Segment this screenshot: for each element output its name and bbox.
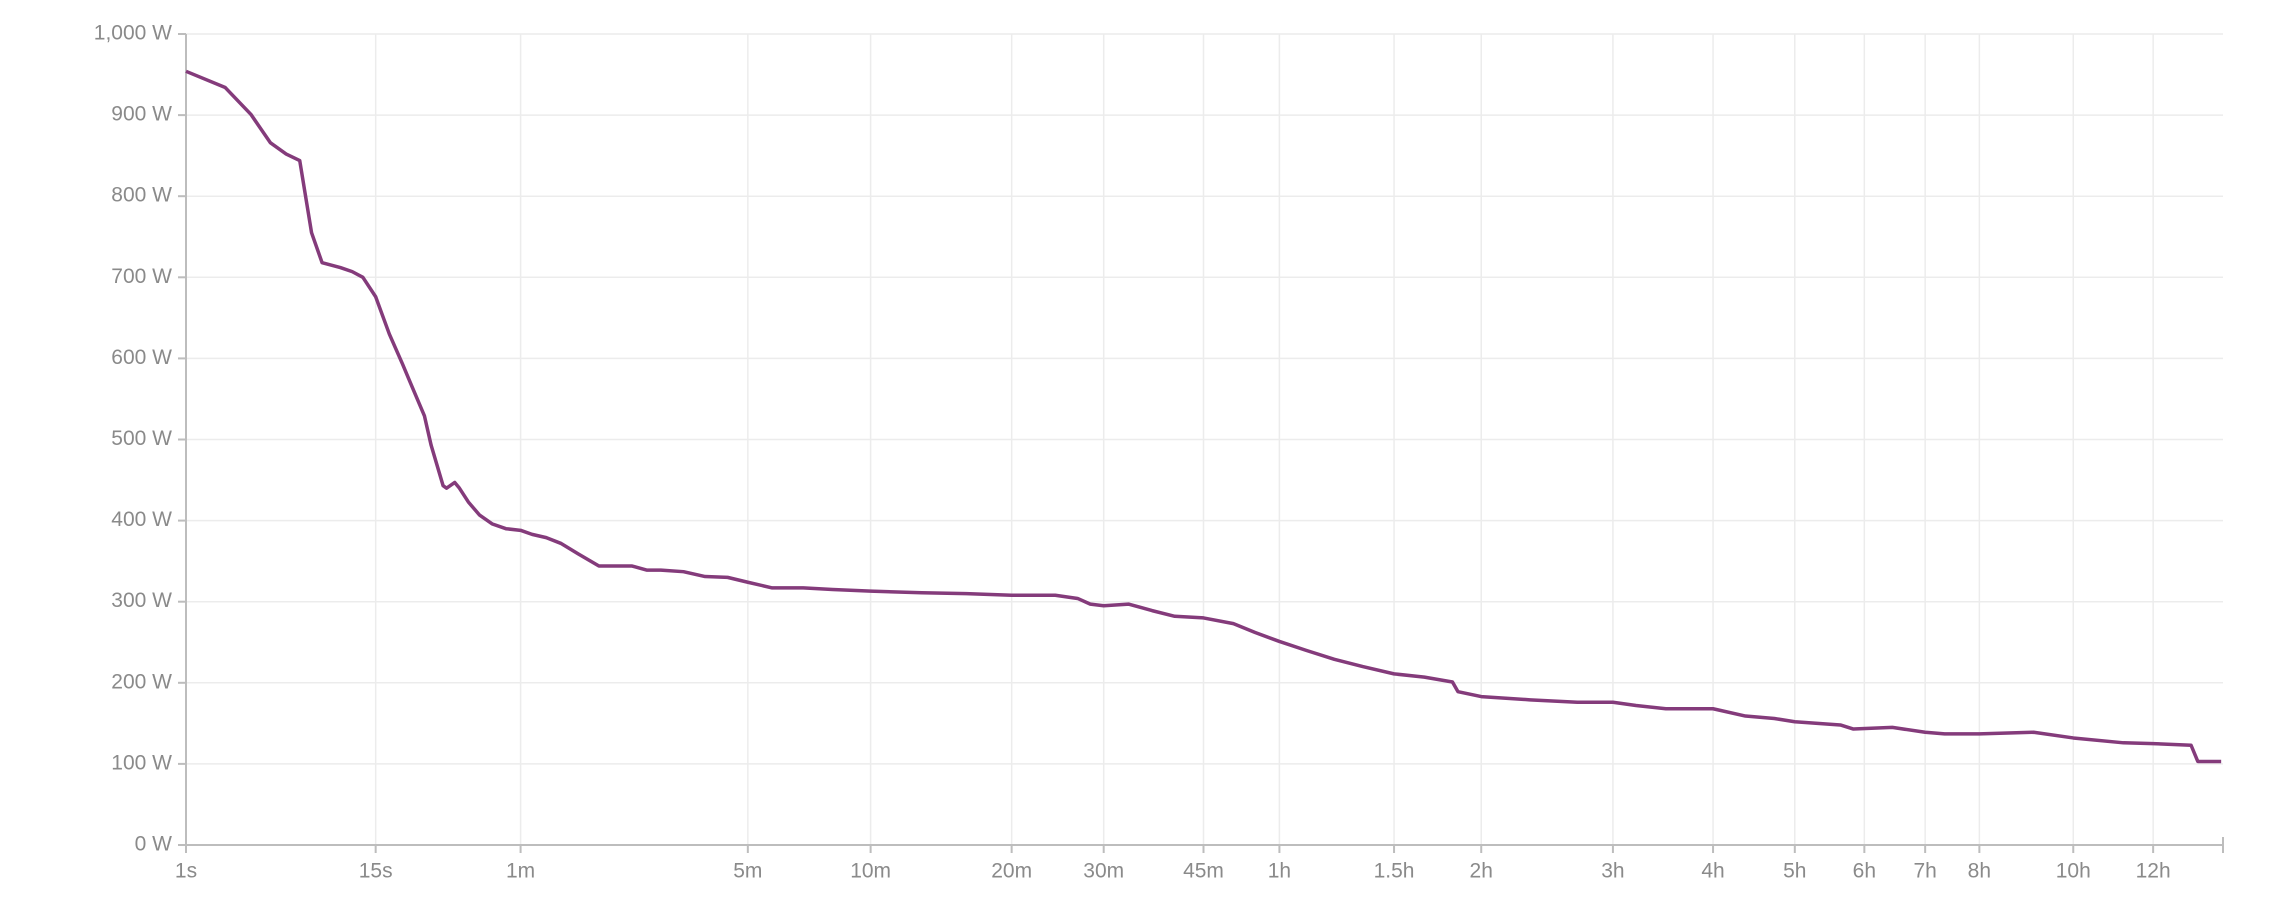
x-tick-label: 5h xyxy=(1783,860,1806,883)
x-tick-label: 30m xyxy=(1083,860,1124,883)
x-tick-label: 4h xyxy=(1701,860,1724,883)
x-tick-label: 15s xyxy=(359,860,393,883)
y-tick-label: 1,000 W xyxy=(94,22,172,45)
x-tick-label: 8h xyxy=(1968,860,1991,883)
y-tick-label: 300 W xyxy=(111,589,172,612)
y-tick-label: 900 W xyxy=(111,103,172,126)
x-tick-label: 20m xyxy=(991,860,1032,883)
x-tick-label: 7h xyxy=(1913,860,1936,883)
y-tick-label: 200 W xyxy=(111,670,172,693)
y-tick-label: 0 W xyxy=(135,833,173,856)
x-tick-label: 5m xyxy=(733,860,762,883)
y-tick-label: 700 W xyxy=(111,265,172,288)
y-tick-label: 100 W xyxy=(111,751,172,774)
x-tick-label: 10m xyxy=(850,860,891,883)
x-tick-label: 2h xyxy=(1470,860,1493,883)
y-tick-label: 800 W xyxy=(111,184,172,207)
x-tick-label: 10h xyxy=(2056,860,2091,883)
x-tick-label: 6h xyxy=(1853,860,1876,883)
x-tick-label: 3h xyxy=(1601,860,1624,883)
power-curve xyxy=(185,69,2222,764)
x-tick-label: 45m xyxy=(1183,860,1224,883)
y-tick-label: 600 W xyxy=(111,346,172,369)
y-tick-label: 400 W xyxy=(111,508,172,531)
y-tick-label: 500 W xyxy=(111,427,172,450)
x-tick-label: 1s xyxy=(175,860,197,883)
x-tick-label: 1h xyxy=(1268,860,1291,883)
x-tick-label: 1.5h xyxy=(1374,860,1415,883)
x-tick-label: 1m xyxy=(506,860,535,883)
x-tick-label: 12h xyxy=(2136,860,2171,883)
